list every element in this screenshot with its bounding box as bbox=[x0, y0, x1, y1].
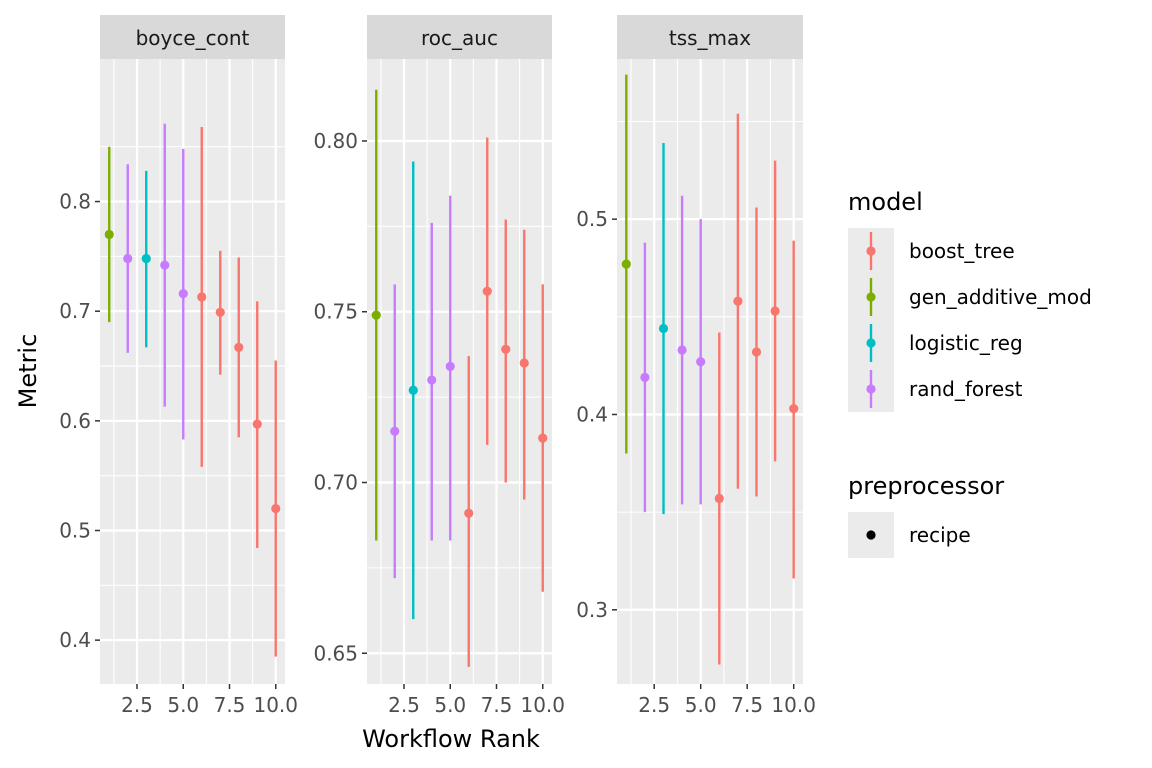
data-point bbox=[104, 229, 114, 240]
facet-panel-boyce_cont: boyce_cont 0.4 0.5 0.6 0.7 0.8 2.5 5.0 7.5 10.0 bbox=[59, 15, 298, 717]
x-tick-label: 7.5 bbox=[214, 693, 246, 717]
data-point bbox=[733, 296, 743, 306]
x-tick-label: 5.0 bbox=[434, 693, 466, 717]
data-point bbox=[658, 323, 669, 334]
x-tick-label: 10.0 bbox=[771, 693, 816, 717]
y-tick-label: 0.6 bbox=[59, 409, 91, 433]
y-tick-label: 0.80 bbox=[313, 129, 358, 153]
x-tick-label: 10.0 bbox=[520, 693, 565, 717]
data-point bbox=[390, 426, 400, 436]
legend-item-rand_forest: rand_forest bbox=[848, 366, 1023, 412]
data-point bbox=[677, 345, 687, 355]
y-tick-label: 0.65 bbox=[313, 641, 358, 665]
panel-background bbox=[367, 59, 552, 684]
data-point bbox=[252, 419, 262, 429]
facet-strip-label: boyce_cont bbox=[136, 26, 250, 50]
facet-strip bbox=[100, 15, 285, 59]
data-point bbox=[445, 361, 455, 371]
panel-background bbox=[100, 59, 285, 684]
facet-strip bbox=[617, 15, 803, 59]
y-tick-label: 0.5 bbox=[59, 518, 91, 542]
legend-key-point bbox=[866, 384, 876, 394]
data-point bbox=[482, 286, 492, 296]
data-point bbox=[519, 358, 529, 368]
x-tick-label: 2.5 bbox=[388, 693, 420, 717]
legend-key-point bbox=[866, 292, 876, 302]
y-axis-title: Metric bbox=[14, 334, 42, 409]
data-point bbox=[215, 307, 225, 317]
data-point bbox=[408, 385, 418, 395]
data-point bbox=[789, 404, 799, 414]
legend-item-boost_tree: boost_tree bbox=[848, 228, 1015, 274]
data-point bbox=[714, 493, 724, 504]
panel-background bbox=[617, 59, 803, 684]
legend-title-model: model bbox=[848, 188, 923, 216]
facet-panel-roc_auc: roc_auc 0.65 0.70 0.75 0.80 2.5 5.0 7.5 10.0 bbox=[313, 15, 565, 717]
legend-item-logistic_reg: logistic_reg bbox=[848, 320, 1023, 366]
legend-key-point bbox=[866, 338, 876, 348]
y-tick-label: 0.3 bbox=[576, 598, 608, 622]
data-point bbox=[271, 503, 281, 514]
x-tick-label: 7.5 bbox=[731, 693, 763, 717]
legend-label: gen_additive_mod bbox=[909, 285, 1092, 309]
x-tick-label: 10.0 bbox=[253, 693, 298, 717]
data-point bbox=[751, 347, 762, 357]
data-point bbox=[464, 508, 474, 518]
y-tick-label: 0.4 bbox=[576, 402, 608, 426]
legend-title-preprocessor: preprocessor bbox=[848, 472, 1004, 500]
data-point bbox=[770, 306, 780, 316]
y-tick-label: 0.7 bbox=[59, 299, 91, 323]
y-tick-label: 0.4 bbox=[59, 628, 91, 652]
y-tick-label: 0.70 bbox=[313, 470, 358, 494]
legend-label: logistic_reg bbox=[909, 331, 1023, 355]
legend: model boost_tree gen_additive_mod logistic_… bbox=[848, 188, 1092, 558]
data-point bbox=[538, 433, 548, 443]
data-point bbox=[160, 260, 170, 270]
data-point bbox=[696, 357, 706, 367]
facet-strip bbox=[367, 15, 552, 59]
x-tick-label: 5.0 bbox=[685, 693, 717, 717]
legend-label: rand_forest bbox=[909, 377, 1023, 401]
data-point bbox=[123, 253, 133, 264]
data-point bbox=[178, 289, 188, 299]
y-tick-label: 0.8 bbox=[59, 190, 91, 214]
y-tick-label: 0.5 bbox=[576, 207, 608, 231]
x-tick-label: 5.0 bbox=[167, 693, 199, 717]
data-point bbox=[427, 375, 437, 385]
data-point bbox=[501, 344, 511, 354]
x-axis-title: Workflow Rank bbox=[362, 725, 540, 753]
x-tick-label: 2.5 bbox=[121, 693, 153, 717]
legend-label: boost_tree bbox=[909, 239, 1015, 263]
x-tick-label: 7.5 bbox=[481, 693, 513, 717]
data-point bbox=[640, 372, 650, 382]
legend-key-point bbox=[866, 246, 876, 256]
legend-item-gen_additive_mod: gen_additive_mod bbox=[848, 274, 1092, 320]
legend-item-recipe: recipe bbox=[848, 512, 971, 558]
data-point bbox=[197, 292, 207, 302]
facet-panel-tss_max: tss_max 0.3 0.4 0.5 2.5 5.0 7.5 10.0 bbox=[576, 15, 816, 717]
data-point bbox=[371, 310, 381, 320]
facet-strip-label: tss_max bbox=[669, 26, 751, 50]
data-point bbox=[234, 342, 244, 352]
data-point bbox=[621, 259, 631, 269]
x-tick-label: 2.5 bbox=[638, 693, 670, 717]
facet-strip-label: roc_auc bbox=[421, 26, 498, 50]
legend-key-point bbox=[866, 530, 876, 540]
data-point bbox=[141, 253, 151, 264]
y-tick-label: 0.75 bbox=[313, 300, 358, 324]
legend-label: recipe bbox=[909, 523, 971, 547]
